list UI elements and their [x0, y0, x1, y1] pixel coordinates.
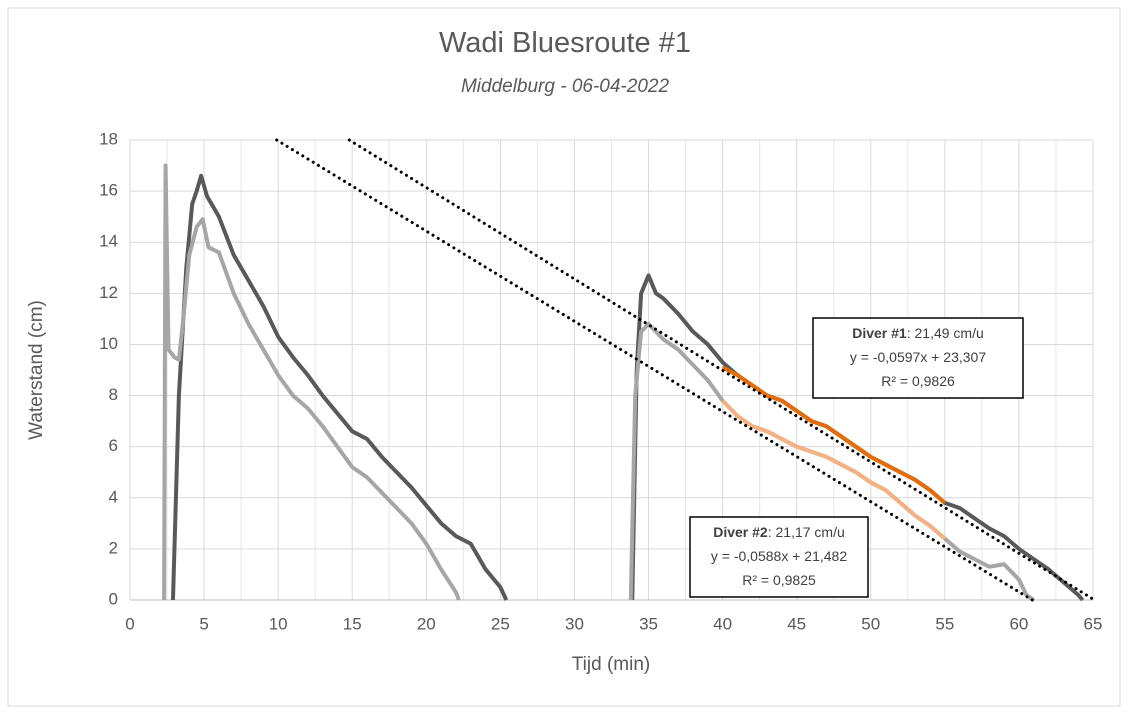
y-tick-label: 4 — [109, 487, 118, 506]
x-tick-label: 5 — [199, 614, 208, 633]
annotation-line: R² = 0,9825 — [742, 572, 816, 588]
x-tick-label: 60 — [1009, 614, 1028, 633]
x-tick-label: 25 — [491, 614, 510, 633]
y-tick-label: 18 — [99, 129, 118, 148]
annotation-bold: Diver #1 — [852, 325, 907, 341]
annotation-line: Diver #1: 21,49 cm/u — [852, 325, 984, 341]
annotation-box — [689, 516, 869, 598]
x-tick-label: 30 — [565, 614, 584, 633]
x-tick-label: 10 — [269, 614, 288, 633]
x-tick-label: 20 — [417, 614, 436, 633]
annotation-line: Diver #2: 21,17 cm/u — [713, 524, 845, 540]
chart-subtitle: Middelburg - 06-04-2022 — [461, 76, 670, 97]
annotation-bold: Diver #2 — [713, 524, 768, 540]
annotation-text: : 21,49 cm/u — [907, 325, 984, 341]
x-tick-label: 35 — [639, 614, 658, 633]
y-tick-label: 10 — [99, 334, 118, 353]
x-tick-label: 55 — [935, 614, 954, 633]
trendline — [275, 138, 1034, 602]
annotation-line: y = -0,0588x + 21,482 — [711, 548, 847, 564]
y-tick-label: 2 — [109, 538, 118, 557]
x-tick-label: 65 — [1084, 614, 1103, 633]
annotation-line: R² = 0,9826 — [881, 373, 955, 389]
y-tick-label: 0 — [109, 589, 118, 608]
series-line — [721, 365, 947, 505]
y-tick-label: 6 — [109, 436, 118, 455]
series-line — [721, 399, 947, 541]
trendline — [347, 138, 1096, 602]
y-tick-label: 8 — [109, 385, 118, 404]
x-tick-label: 40 — [713, 614, 732, 633]
x-tick-label: 15 — [343, 614, 362, 633]
x-tick-label: 50 — [861, 614, 880, 633]
y-tick-label: 14 — [99, 232, 118, 251]
annotation-line: y = -0,0597x + 23,307 — [850, 349, 986, 365]
annotation-text: : 21,17 cm/u — [768, 524, 845, 540]
y-tick-label: 16 — [99, 181, 118, 200]
chart-title: Wadi Bluesroute #1 — [439, 27, 691, 59]
y-tick-label: 12 — [99, 283, 118, 302]
x-tick-label: 45 — [787, 614, 806, 633]
annotation-box — [812, 317, 1024, 399]
x-tick-label: 0 — [125, 614, 134, 633]
x-axis-title: Tijd (min) — [572, 654, 650, 675]
y-axis-title: Waterstand (cm) — [26, 300, 47, 440]
